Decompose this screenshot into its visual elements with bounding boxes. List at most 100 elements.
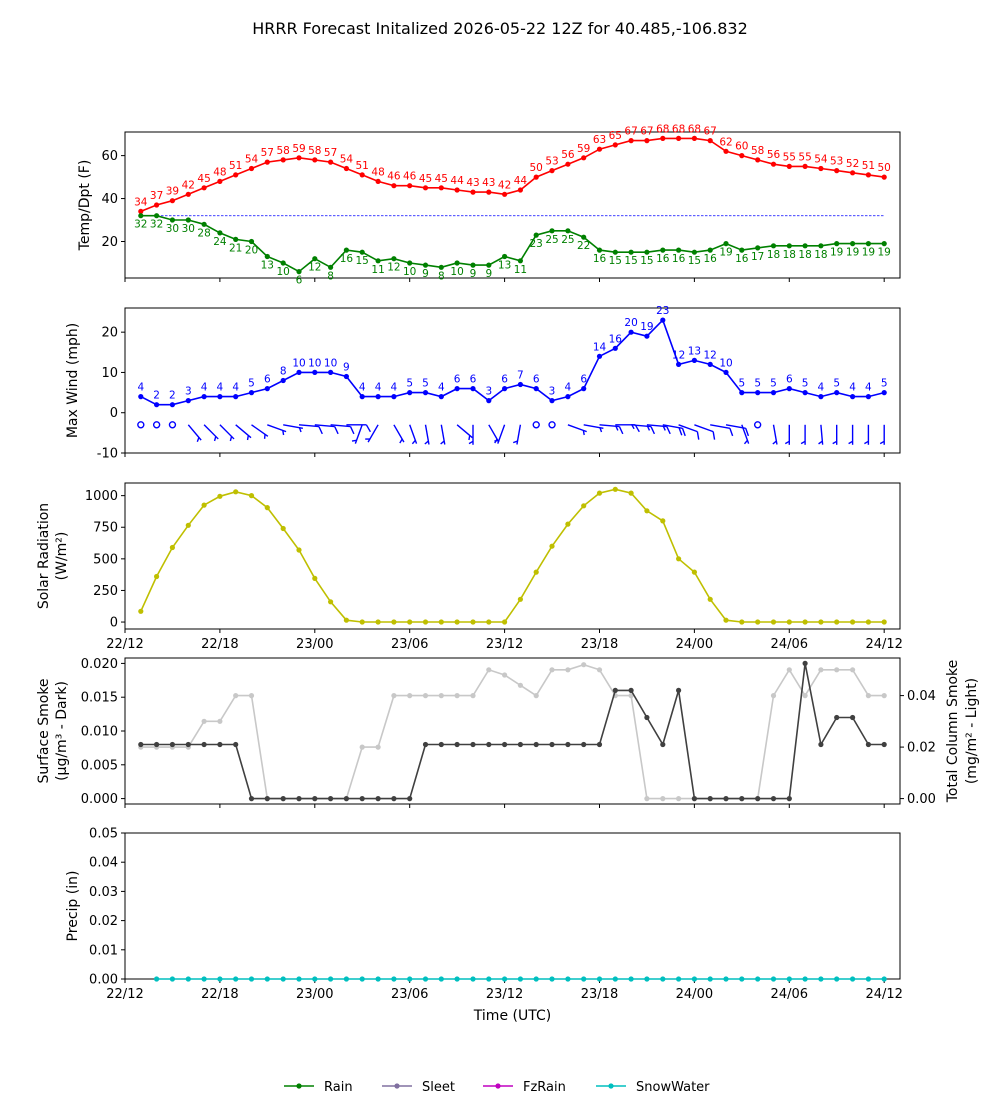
y-tick-label: 20 <box>101 326 118 341</box>
data-label-temp: 58 <box>751 145 764 157</box>
data-point-smoke_light <box>422 693 429 699</box>
data-point-dewpoint <box>581 234 587 240</box>
data-point-wind <box>264 386 270 392</box>
data-point-wind <box>154 402 160 408</box>
data-point-wind <box>517 381 524 388</box>
data-point-smoke_dark <box>533 741 539 748</box>
wind-barb <box>468 424 474 445</box>
data-point-smoke_dark <box>296 796 302 802</box>
wind-barb-half-flag <box>213 436 217 442</box>
data-point-temp <box>818 165 824 172</box>
data-point-dewpoint <box>233 236 239 242</box>
data-point-snowwater <box>644 976 650 982</box>
data-point-smoke_light <box>818 667 824 673</box>
data-label-wind: 12 <box>704 349 717 361</box>
data-label-temp: 59 <box>577 143 590 155</box>
data-point-smoke_light <box>865 693 872 699</box>
wind-barb-flag <box>650 426 656 435</box>
wind-barb-half-flag <box>399 438 403 444</box>
data-point-smoke_dark <box>691 796 698 802</box>
wind-barb-flag <box>334 426 339 435</box>
data-point-dewpoint <box>375 258 381 264</box>
data-point-smoke_light <box>217 718 223 724</box>
data-label-wind: 4 <box>865 382 872 394</box>
data-point-snowwater <box>628 976 634 982</box>
data-point-smoke_dark <box>723 796 729 802</box>
data-point-temp <box>248 165 255 172</box>
wind-barb <box>512 424 522 445</box>
data-point-smoke_light <box>517 682 524 688</box>
data-label-wind: 6 <box>501 374 508 386</box>
data-label-wind: 4 <box>137 382 144 394</box>
y-tick-label: 0.04 <box>89 856 118 871</box>
data-label-dewpoint: 25 <box>561 234 574 246</box>
data-point-snowwater <box>201 976 207 982</box>
data-point-solar <box>470 619 476 625</box>
data-point-wind <box>691 357 698 363</box>
data-point-dewpoint <box>850 241 856 247</box>
data-point-wind <box>422 390 429 396</box>
x-tick-label: 23/00 <box>296 637 333 652</box>
data-point-solar <box>502 619 508 625</box>
data-point-solar <box>217 493 223 499</box>
wind-barb <box>599 424 624 435</box>
wind-barb <box>879 424 885 445</box>
data-label-wind: 3 <box>549 386 556 398</box>
data-label-temp: 60 <box>735 141 748 153</box>
legend: Rain Sleet FzRain SnowWater <box>284 1080 710 1095</box>
data-label-dewpoint: 10 <box>403 266 416 278</box>
wind-barb-half-flag <box>411 439 416 445</box>
data-point-smoke_dark <box>154 741 160 748</box>
data-point-snowwater <box>612 976 618 982</box>
data-point-smoke_dark <box>470 741 476 748</box>
data-point-wind <box>660 317 666 323</box>
data-label-wind: 6 <box>264 374 271 386</box>
data-label-dewpoint: 8 <box>438 270 445 282</box>
data-point-solar <box>201 502 207 508</box>
data-label-temp: 50 <box>530 162 543 174</box>
y-tick-label: 500 <box>93 552 118 567</box>
data-point-snowwater <box>154 976 160 982</box>
data-label-temp: 39 <box>166 186 179 198</box>
data-point-temp <box>343 165 349 172</box>
data-point-wind <box>802 390 808 396</box>
data-point-temp <box>739 153 745 159</box>
wind-barb <box>203 424 219 442</box>
data-label-temp: 51 <box>862 160 875 172</box>
data-label-dewpoint: 15 <box>688 255 701 267</box>
wind-barb-half-flag <box>282 430 285 436</box>
data-point-dewpoint <box>755 245 761 251</box>
data-point-snowwater <box>185 976 191 982</box>
data-point-smoke_dark <box>834 714 840 721</box>
x-tick-label: 22/12 <box>106 987 143 1002</box>
wind-barb-half-flag <box>440 440 445 445</box>
y-tick-label: 20 <box>101 235 118 250</box>
data-label-temp: 54 <box>814 154 828 166</box>
data-label-temp: 58 <box>277 145 290 157</box>
data-label-temp: 45 <box>435 173 448 185</box>
data-point-wind <box>818 394 824 400</box>
data-point-dewpoint <box>660 247 666 253</box>
data-label-dewpoint: 15 <box>640 255 653 267</box>
data-point-smoke_dark <box>248 796 255 802</box>
data-point-dewpoint <box>802 243 808 249</box>
x-tick-label: 22/18 <box>201 987 238 1002</box>
data-point-solar <box>422 619 429 625</box>
data-label-temp: 44 <box>514 175 528 187</box>
data-label-dewpoint: 24 <box>213 236 227 248</box>
data-point-solar <box>328 599 334 605</box>
data-point-solar <box>802 619 808 625</box>
wind-barb <box>710 424 734 437</box>
data-point-dewpoint <box>264 253 270 260</box>
data-point-temp <box>755 157 761 163</box>
data-point-snowwater <box>264 976 270 982</box>
data-label-wind: 5 <box>738 378 745 390</box>
data-point-snowwater <box>755 976 761 982</box>
wind-barb-flag <box>681 428 686 437</box>
data-point-smoke_light <box>881 693 887 699</box>
y-tick-label: 750 <box>93 521 118 536</box>
y-axis-label: Temp/Dpt (F) <box>77 160 93 252</box>
wind-barb <box>267 424 287 436</box>
wind-barb-half-flag <box>582 430 585 436</box>
